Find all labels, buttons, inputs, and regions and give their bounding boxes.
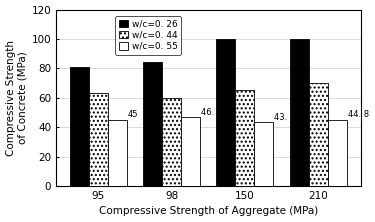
Bar	[89, 93, 108, 186]
Bar	[236, 90, 255, 186]
Y-axis label: Compressive Strength
of Concrete (MPa): Compressive Strength of Concrete (MPa)	[6, 40, 27, 156]
Bar	[143, 63, 162, 186]
Bar	[70, 67, 89, 186]
Text: 44. 8: 44. 8	[348, 110, 369, 119]
Bar	[328, 120, 347, 186]
Text: 43. 2: 43. 2	[274, 113, 296, 122]
Bar	[216, 39, 236, 186]
Text: 46. 6: 46. 6	[201, 108, 222, 117]
Text: 45: 45	[128, 110, 138, 119]
Bar	[181, 117, 200, 186]
Bar	[309, 83, 328, 186]
Bar	[255, 123, 273, 186]
Bar	[290, 39, 309, 186]
X-axis label: Compressive Strength of Aggregate (MPa): Compressive Strength of Aggregate (MPa)	[99, 206, 318, 216]
Legend: w/c=0. 26, w/c=0. 44, w/c=0. 55: w/c=0. 26, w/c=0. 44, w/c=0. 55	[115, 16, 181, 55]
Bar	[108, 120, 127, 186]
Bar	[162, 98, 181, 186]
